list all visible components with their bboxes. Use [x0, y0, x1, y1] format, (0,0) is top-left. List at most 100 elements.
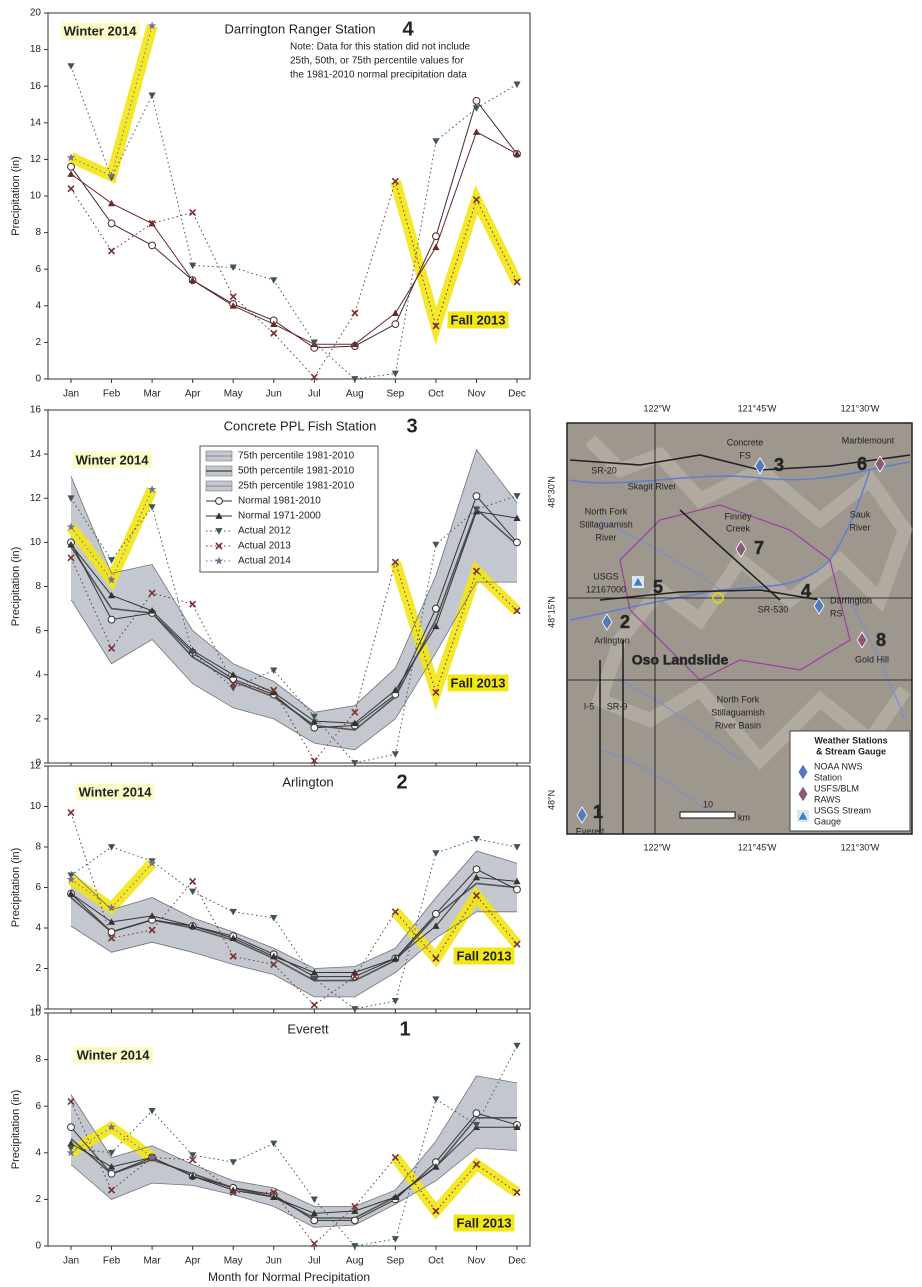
legend-label: 25th percentile 1981-2010	[238, 481, 355, 492]
legend-label: RAWS	[814, 794, 841, 804]
y-tick-label: 4	[35, 669, 41, 680]
station-label: Marblemount	[842, 435, 895, 445]
y-tick-label: 10	[30, 801, 42, 812]
station-label: RS	[830, 608, 843, 618]
x-tick-label: Aug	[346, 389, 364, 400]
y-axis-label: Precipitation (in)	[10, 156, 22, 235]
basin-label: Stillaguamish	[711, 707, 765, 717]
river-label: North Fork	[585, 506, 628, 516]
river-label: River	[595, 532, 616, 542]
lon-label: 121°30'W	[841, 403, 880, 413]
station-number: 4	[402, 18, 414, 40]
legend-label: USFS/BLM	[814, 783, 859, 793]
x-tick-label: Apr	[185, 389, 201, 400]
annotation: Winter 2014	[76, 452, 150, 467]
road-label: I-5	[584, 701, 595, 711]
y-tick-label: 16	[30, 405, 42, 416]
x-tick-label: Jul	[308, 1256, 321, 1267]
x-tick-label: Jun	[266, 1256, 282, 1267]
x-tick-label: Aug	[346, 1256, 364, 1267]
legend-label: Actual 2012	[238, 526, 291, 537]
annotation: Fall 2013	[451, 312, 506, 327]
station-number: 3	[406, 415, 417, 437]
chart-title: Darrington Ranger Station	[224, 21, 375, 36]
station-label: Arlington	[594, 635, 630, 645]
marker	[108, 616, 115, 623]
figure: 02468101214161820JanFebMarAprMayJunJulAu…	[0, 0, 922, 1287]
x-tick-label: Jul	[308, 389, 321, 400]
x-tick-label: Feb	[103, 389, 121, 400]
y-tick-label: 6	[35, 625, 41, 636]
chart-title: Everett	[287, 1021, 329, 1036]
legend-title: Weather Stations	[814, 735, 887, 745]
station-label: Everett	[576, 826, 605, 836]
y-tick-label: 20	[30, 8, 42, 19]
marker	[108, 929, 115, 936]
x-tick-label: Feb	[103, 1256, 121, 1267]
legend-label: 75th percentile 1981-2010	[238, 451, 355, 462]
marker	[473, 97, 480, 104]
lat-label: 48°30'N	[546, 476, 556, 508]
lon-label: 121°30'W	[841, 842, 880, 852]
station-label: Finney	[724, 511, 752, 521]
marker	[514, 539, 521, 546]
legend-label: Normal 1971-2000	[238, 511, 321, 522]
y-tick-label: 4	[35, 923, 41, 934]
y-tick-label: 8	[35, 1054, 41, 1065]
x-tick-label: Apr	[185, 1256, 201, 1267]
legend-title: & Stream Gauge	[816, 746, 886, 756]
y-tick-label: 2	[35, 337, 41, 348]
lon-label: 122°W	[643, 403, 671, 413]
chart: 0246810JanFebMarAprMayJunJulAugSepOctNov…	[10, 1008, 530, 1285]
legend-label: Normal 1981-2010	[238, 496, 321, 507]
x-tick-label: Nov	[468, 389, 486, 400]
y-tick-label: 2	[35, 963, 41, 974]
x-tick-label: Mar	[143, 1256, 161, 1267]
river-label: Sauk	[850, 509, 871, 519]
chart: 02468101214161820JanFebMarAprMayJunJulAu…	[10, 8, 530, 400]
y-tick-label: 16	[30, 81, 42, 92]
lon-label: 121°45'W	[738, 842, 777, 852]
road-label: SR-530	[758, 604, 789, 614]
station-number: 1	[399, 1018, 410, 1040]
y-axis-label: Precipitation (in)	[10, 1090, 22, 1169]
lon-label: 121°45'W	[738, 403, 777, 413]
x-tick-label: Oct	[428, 389, 444, 400]
legend-label: Actual 2013	[238, 541, 291, 552]
landslide-label: Oso Landslide	[632, 652, 729, 668]
y-tick-label: 10	[30, 537, 42, 548]
marker	[473, 866, 480, 873]
x-tick-label: Mar	[143, 389, 161, 400]
x-tick-label: Sep	[386, 1256, 404, 1267]
y-tick-label: 10	[30, 191, 42, 202]
station-label: 12167000	[586, 584, 626, 594]
river-label: Skagit River	[628, 481, 677, 491]
map	[567, 423, 912, 834]
marker	[433, 910, 440, 917]
station-number: 5	[653, 577, 663, 597]
x-tick-label: Jun	[266, 389, 282, 400]
station-number: 6	[857, 454, 867, 474]
legend-label: Station	[814, 772, 842, 782]
basin-label: River Basin	[715, 720, 761, 730]
chart: 0246810121416JanFebMarAprMayJunJulAugSep…	[10, 405, 530, 784]
legend-label: USGS Stream	[814, 805, 871, 815]
x-tick-label: Nov	[468, 1256, 486, 1267]
road-label: SR-9	[607, 701, 628, 711]
station-number: 2	[396, 771, 407, 793]
x-tick-label: May	[224, 389, 243, 400]
lat-label: 48°15'N	[546, 596, 556, 628]
legend-marker	[216, 498, 223, 505]
y-tick-label: 8	[35, 227, 41, 238]
annotation: Winter 2014	[79, 784, 153, 799]
marker	[108, 1170, 115, 1177]
x-axis-label: Month for Normal Precipitation	[208, 1270, 370, 1284]
station-label: Concrete	[727, 437, 764, 447]
legend-label: NOAA NWS	[814, 761, 863, 771]
station-number: 7	[754, 538, 764, 558]
marker	[433, 605, 440, 612]
x-tick-label: Jan	[63, 1256, 79, 1267]
chart-title: Concrete PPL Fish Station	[224, 418, 377, 433]
y-tick-label: 4	[35, 300, 41, 311]
x-tick-label: Sep	[386, 389, 404, 400]
